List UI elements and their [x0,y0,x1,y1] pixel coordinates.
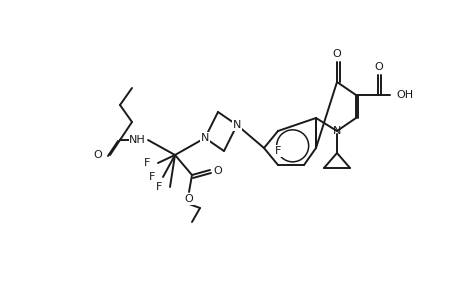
Text: O: O [374,62,382,72]
Text: NH: NH [129,135,146,145]
Text: N: N [332,126,341,136]
Text: O: O [184,194,193,204]
Text: N: N [232,120,241,130]
Text: OH: OH [395,90,412,100]
Text: O: O [213,166,222,176]
Text: O: O [93,150,102,160]
Text: F: F [155,182,162,192]
Text: F: F [148,172,155,182]
Text: O: O [332,49,341,59]
Text: N: N [201,133,209,143]
Text: F: F [274,146,280,156]
Text: F: F [143,158,150,168]
